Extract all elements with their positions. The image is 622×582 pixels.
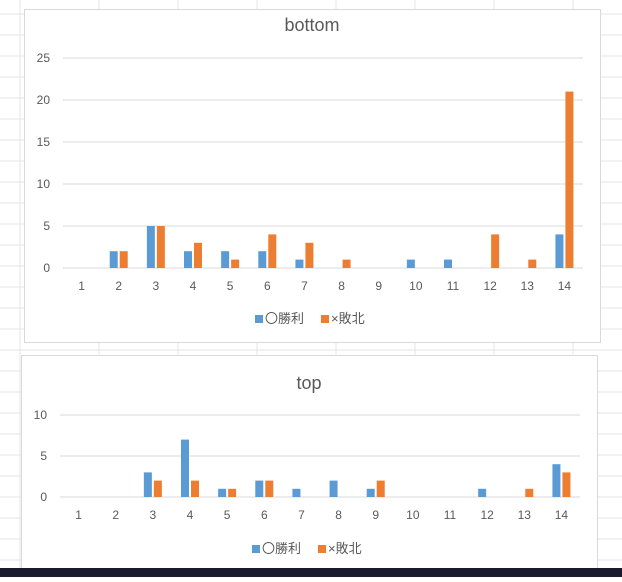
y-tick-label: 0 xyxy=(40,490,47,504)
x-tick-label: 5 xyxy=(224,508,231,522)
bar xyxy=(184,251,192,268)
bar xyxy=(525,488,534,497)
x-tick-label: 10 xyxy=(406,508,420,522)
x-tick-label: 12 xyxy=(483,279,497,293)
bar xyxy=(221,251,230,268)
x-tick-label: 9 xyxy=(372,508,379,522)
x-tick-label: 8 xyxy=(338,279,345,293)
bar xyxy=(295,259,304,268)
x-tick-label: 9 xyxy=(375,279,382,293)
y-tick-label: 10 xyxy=(34,408,48,422)
bar xyxy=(156,226,165,268)
y-tick-label: 5 xyxy=(43,219,50,233)
bar xyxy=(552,464,561,497)
bar xyxy=(305,242,314,268)
chart-title: bottom xyxy=(284,15,339,35)
bar xyxy=(366,488,375,497)
bar xyxy=(109,251,118,268)
bar xyxy=(444,259,452,268)
x-tick-label: 1 xyxy=(78,279,85,293)
chart-top[interactable]: top 0 5 10 1 2 3 4 5 6 7 8 9 10 11 12 13 14 〇勝利 ×敗北 xyxy=(21,355,598,571)
x-tick-label: 4 xyxy=(190,279,197,293)
x-tick-label: 3 xyxy=(150,508,157,522)
bar xyxy=(491,234,500,268)
bar xyxy=(146,226,155,268)
y-tick-label: 5 xyxy=(40,449,47,463)
x-tick-label: 5 xyxy=(227,279,234,293)
bar xyxy=(258,251,267,268)
bar xyxy=(406,259,415,268)
x-tick-label: 6 xyxy=(264,279,271,293)
x-tick-label: 7 xyxy=(301,279,308,293)
chart-title: top xyxy=(296,373,321,393)
legend-swatch xyxy=(318,545,326,553)
bar xyxy=(181,439,189,497)
bar xyxy=(119,251,128,268)
bar xyxy=(265,480,274,497)
bar xyxy=(376,480,385,497)
x-tick-label: 13 xyxy=(518,508,532,522)
x-tick-label: 2 xyxy=(115,279,122,293)
x-tick-label: 1 xyxy=(75,508,82,522)
chart-bottom[interactable]: bottom 0 5 10 15 20 25 1 2 3 4 5 6 7 8 9 10 11 12 13 14 〇勝利 ×… xyxy=(24,9,601,343)
bar xyxy=(342,259,351,268)
bar xyxy=(555,234,564,268)
x-tick-label: 8 xyxy=(335,508,342,522)
bar xyxy=(143,472,152,497)
legend-label: 〇勝利 xyxy=(262,541,301,556)
legend-label: ×敗北 xyxy=(328,541,362,556)
x-tick-label: 11 xyxy=(444,508,457,522)
x-tick-label: 4 xyxy=(187,508,194,522)
bar xyxy=(255,480,264,497)
x-tick-label: 13 xyxy=(521,279,535,293)
x-tick-label: 3 xyxy=(153,279,160,293)
y-tick-label: 15 xyxy=(37,135,51,149)
taskbar xyxy=(0,568,622,577)
bar xyxy=(231,259,240,268)
x-tick-label: 6 xyxy=(261,508,268,522)
x-tick-label: 12 xyxy=(480,508,494,522)
x-tick-label: 14 xyxy=(558,279,572,293)
legend-swatch xyxy=(255,315,263,323)
legend-label: ×敗北 xyxy=(331,311,365,326)
bar xyxy=(268,234,277,268)
bar xyxy=(329,480,338,497)
x-tick-label: 11 xyxy=(447,279,460,293)
bar xyxy=(153,480,162,497)
y-tick-label: 25 xyxy=(37,51,51,65)
bar xyxy=(528,259,537,268)
legend-label: 〇勝利 xyxy=(265,311,304,326)
bar xyxy=(218,488,227,497)
bar xyxy=(191,480,199,497)
x-tick-label: 2 xyxy=(112,508,119,522)
bar xyxy=(292,488,301,497)
legend-swatch xyxy=(321,315,329,323)
bar xyxy=(562,472,571,497)
bar xyxy=(228,488,237,497)
x-tick-label: 7 xyxy=(298,508,305,522)
y-tick-label: 0 xyxy=(43,261,50,275)
bar xyxy=(565,91,574,268)
y-tick-label: 10 xyxy=(37,177,51,191)
bar xyxy=(194,242,202,268)
legend-swatch xyxy=(252,545,260,553)
bar xyxy=(478,488,487,497)
x-tick-label: 14 xyxy=(555,508,569,522)
x-tick-label: 10 xyxy=(409,279,423,293)
y-tick-label: 20 xyxy=(37,93,51,107)
